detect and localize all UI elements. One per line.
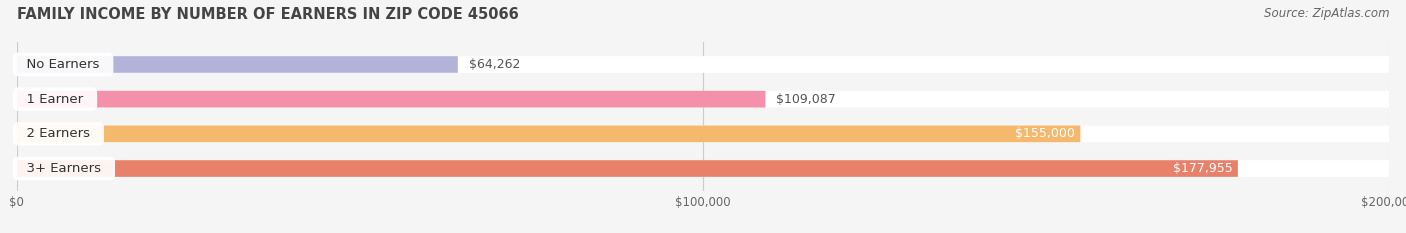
Text: FAMILY INCOME BY NUMBER OF EARNERS IN ZIP CODE 45066: FAMILY INCOME BY NUMBER OF EARNERS IN ZI…	[17, 7, 519, 22]
Text: No Earners: No Earners	[18, 58, 108, 71]
Text: 2 Earners: 2 Earners	[18, 127, 98, 140]
Text: $109,087: $109,087	[776, 93, 837, 106]
FancyBboxPatch shape	[17, 91, 765, 107]
Text: $155,000: $155,000	[1015, 127, 1074, 140]
Text: $177,955: $177,955	[1173, 162, 1233, 175]
Text: Source: ZipAtlas.com: Source: ZipAtlas.com	[1264, 7, 1389, 20]
Text: 1 Earner: 1 Earner	[18, 93, 91, 106]
FancyBboxPatch shape	[17, 91, 1389, 107]
FancyBboxPatch shape	[17, 160, 1237, 177]
FancyBboxPatch shape	[17, 160, 1389, 177]
Text: 3+ Earners: 3+ Earners	[18, 162, 110, 175]
Text: $64,262: $64,262	[468, 58, 520, 71]
FancyBboxPatch shape	[17, 56, 458, 73]
FancyBboxPatch shape	[17, 126, 1389, 142]
FancyBboxPatch shape	[17, 56, 1389, 73]
FancyBboxPatch shape	[17, 126, 1080, 142]
